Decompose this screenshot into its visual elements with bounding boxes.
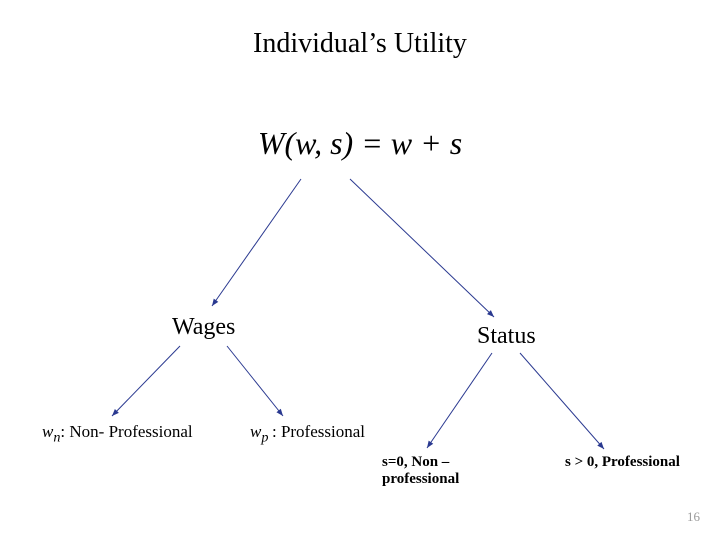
wn-label: : Non- Professional: [60, 422, 192, 441]
node-status: Status: [477, 323, 536, 350]
page-number: 16: [687, 509, 700, 525]
leaf-wp: wp : Professional: [250, 422, 365, 446]
leaf-s0: s=0, Non –professional: [382, 454, 459, 488]
s0-line2: professional: [382, 471, 459, 487]
wp-label: : Professional: [272, 422, 365, 441]
wn-symbol: wn: [42, 422, 60, 441]
wp-symbol: wp: [250, 422, 272, 441]
s0-line1: s=0, Non –: [382, 454, 449, 470]
node-wages: Wages: [172, 314, 235, 341]
leaf-wn: wn: Non- Professional: [42, 422, 193, 446]
leaf-sgt0: s > 0, Professional: [565, 454, 680, 471]
